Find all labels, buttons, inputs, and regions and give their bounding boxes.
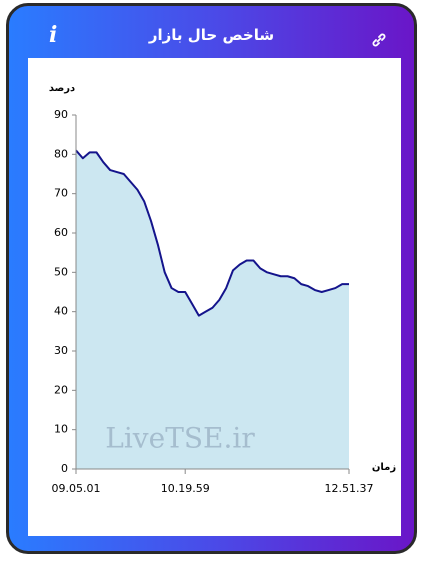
widget-title: شاخص حال بازار: [148, 26, 275, 44]
y-tick-label: 80: [54, 147, 68, 160]
y-tick-label: 20: [54, 383, 68, 396]
y-tick-label: 90: [54, 108, 68, 121]
x-tick-label: 12.51.37: [325, 482, 374, 495]
line: [75, 149, 349, 317]
watermark: LiveTSE.ir: [105, 422, 255, 455]
link-button[interactable]: [371, 32, 387, 48]
info-button[interactable]: i: [49, 22, 58, 48]
y-tick-label: 60: [54, 226, 68, 239]
area-fill: [76, 150, 349, 469]
y-tick-label: 30: [54, 344, 68, 357]
y-tick-label: 70: [54, 187, 68, 200]
y-tick-label: 40: [54, 305, 68, 318]
y-tick-label: 50: [54, 265, 68, 278]
y-tick-label: 10: [54, 423, 68, 436]
x-tick-label: 09.05.01: [52, 482, 101, 495]
y-tick-label: 0: [61, 462, 68, 475]
x-tick-label: 10.19.59: [161, 482, 210, 495]
x-axis-label: زمان: [372, 462, 396, 473]
y-axis-label: درصد: [49, 83, 75, 94]
